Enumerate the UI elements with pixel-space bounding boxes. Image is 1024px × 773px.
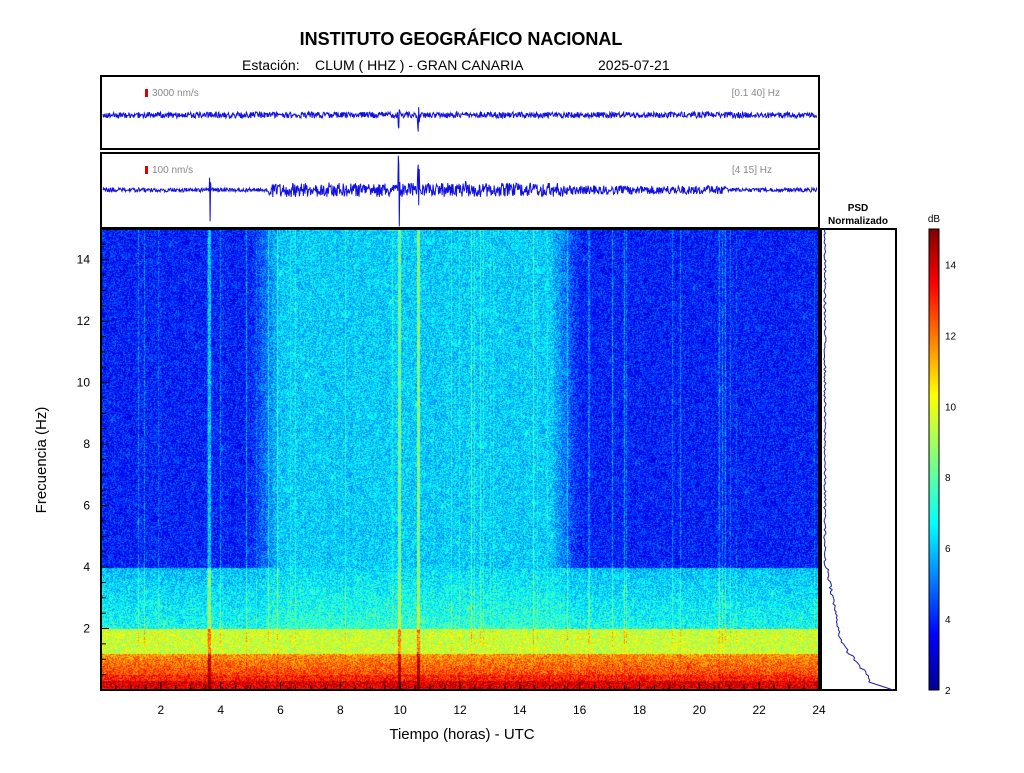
y-axis-ticks: 2 4 6 8 10 12 14: [77, 243, 109, 676]
psd-title-line2: Normalizado: [828, 216, 888, 227]
date-label: 2025-07-21: [598, 57, 670, 73]
y-tick-label: 6: [83, 499, 90, 513]
x-tick-label: 20: [693, 703, 707, 717]
trace-scale-label: 3000 nm/s: [152, 88, 199, 99]
psd-panel: PSD Normalizado: [820, 203, 897, 691]
x-tick-label: 18: [633, 703, 647, 717]
station-label: CLUM ( HHZ ) - GRAN CANARIA: [315, 57, 524, 73]
y-tick-label: 10: [77, 376, 91, 390]
x-tick-label: 14: [513, 703, 527, 717]
x-tick-label: 10: [393, 703, 407, 717]
trace-panel-filtered: 100 nm/s [4 15] Hz: [100, 152, 820, 229]
x-tick-label: 16: [573, 703, 587, 717]
x-tick-label: 22: [752, 703, 766, 717]
x-axis-ticks: 2 4 6 8 10 12 14 16 18 20 22 24: [115, 682, 826, 717]
trace-band-label: [0.1 40] Hz: [732, 88, 780, 99]
trace-band-label: [4 15] Hz: [732, 165, 772, 176]
colorbar-ticks: 2 4 6 8 10 12 14: [945, 260, 957, 697]
x-tick-label: 2: [157, 703, 164, 717]
colorbar-gradient: [928, 228, 940, 691]
scale-marker: [145, 89, 148, 97]
trace-filtered-waveform: [102, 155, 818, 227]
y-tick-label: 8: [83, 437, 90, 451]
trace-broadband-waveform: [102, 107, 817, 132]
y-axis-label: Frecuencia (Hz): [33, 407, 50, 514]
station-prefix: Estación:: [242, 57, 300, 73]
trace-panel-broadband: 3000 nm/s [0.1 40] Hz: [100, 75, 820, 150]
colorbar-label: dB: [928, 214, 941, 225]
colorbar-tick-label: 4: [945, 615, 951, 626]
psd-curve: [823, 228, 894, 691]
colorbar-tick-label: 10: [945, 402, 957, 413]
colorbar-tick-label: 12: [945, 331, 957, 342]
x-tick-label: 6: [277, 703, 284, 717]
y-tick-label: 12: [77, 314, 91, 328]
y-tick-label: 2: [83, 622, 90, 636]
colorbar-tick-label: 6: [945, 544, 951, 555]
figure-title: INSTITUTO GEOGRÁFICO NACIONAL: [300, 28, 623, 49]
x-tick-label: 4: [217, 703, 224, 717]
trace-scale-label: 100 nm/s: [152, 165, 193, 176]
x-tick-label: 8: [337, 703, 344, 717]
colorbar: dB 2 4 6 8 10 12 14: [928, 214, 957, 697]
x-tick-label: 12: [453, 703, 467, 717]
colorbar-tick-label: 14: [945, 260, 957, 271]
y-tick-label: 4: [83, 560, 90, 574]
x-tick-label: 24: [812, 703, 826, 717]
colorbar-tick-label: 2: [945, 686, 951, 697]
y-tick-label: 14: [77, 253, 91, 267]
psd-title-line1: PSD: [848, 203, 869, 214]
scale-marker: [145, 166, 148, 174]
colorbar-tick-label: 8: [945, 473, 951, 484]
x-axis-label: Tiempo (horas) - UTC: [389, 726, 534, 743]
